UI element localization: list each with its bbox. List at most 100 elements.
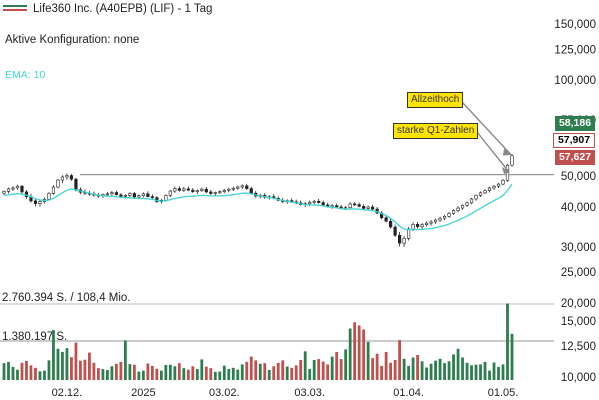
- volume-bar: [470, 365, 473, 380]
- candle-body: [438, 217, 442, 221]
- candle-body: [330, 205, 334, 207]
- volume-bar: [339, 359, 343, 380]
- candle-body: [56, 179, 60, 188]
- candle-body: [114, 192, 118, 196]
- volume-bar: [497, 366, 500, 380]
- volume-bar: [137, 371, 141, 380]
- volume-bar: [119, 361, 123, 380]
- candle-body: [236, 186, 240, 189]
- candle-body: [483, 190, 487, 194]
- candle-body: [11, 187, 15, 190]
- annotation-arrow-q1: [476, 131, 510, 173]
- volume-bar: [326, 364, 330, 380]
- volume-bar: [362, 329, 366, 380]
- volume-bar: [231, 367, 235, 380]
- candle-body: [51, 186, 56, 194]
- candle-body: [2, 191, 6, 194]
- volume-bar: [452, 354, 455, 380]
- candle-body: [65, 175, 69, 178]
- volume-bar: [155, 368, 159, 380]
- annotation-arrow-ath: [461, 101, 512, 156]
- volume-bar: [335, 351, 339, 380]
- volume-bar: [16, 369, 19, 380]
- volume-bar: [7, 361, 10, 380]
- volume-axis-label: 10,000: [561, 372, 596, 384]
- candle-body: [132, 193, 136, 198]
- candle-body: [460, 204, 465, 209]
- candle-body: [321, 202, 325, 206]
- volume-bar: [195, 369, 199, 380]
- volume-bar: [191, 366, 195, 380]
- volume-bar: [249, 356, 253, 380]
- candle-body: [487, 187, 492, 191]
- candle-body: [433, 219, 438, 223]
- volume-bar: [177, 363, 181, 380]
- candle-body: [119, 194, 123, 197]
- price-axis-label: 25,000: [561, 267, 596, 279]
- volume-bar: [317, 359, 321, 380]
- volume-bar: [488, 370, 491, 380]
- candle-body: [209, 191, 213, 194]
- volume-bar: [384, 351, 388, 380]
- volume-bar: [510, 333, 514, 380]
- volume-label-top: 2.760.394 S. / 108,4 Mio.: [2, 292, 131, 304]
- volume-bar: [164, 365, 168, 380]
- candle-body: [146, 193, 150, 197]
- volume-bar: [222, 365, 226, 380]
- candle-body: [308, 201, 312, 204]
- price-axis-label: 150,000: [554, 19, 596, 31]
- volume-bar: [299, 360, 303, 380]
- x-axis-label: 03.02.: [209, 387, 240, 399]
- candle-body: [393, 226, 397, 236]
- volume-bar: [105, 370, 109, 380]
- candle-body: [47, 193, 51, 200]
- volume-bar: [11, 366, 15, 380]
- volume-bar: [416, 355, 419, 380]
- volume-bar: [43, 370, 46, 380]
- volume-bar: [209, 368, 213, 380]
- volume-bar: [447, 361, 451, 380]
- candle-body: [123, 195, 127, 197]
- volume-bar: [146, 363, 150, 380]
- volume-bar: [141, 370, 145, 380]
- volume-bar: [357, 325, 361, 380]
- volume-bar: [88, 352, 91, 380]
- volume-bar: [398, 340, 402, 380]
- volume-axis-label: 15,000: [561, 316, 596, 328]
- candle-body: [177, 188, 181, 191]
- candle-body: [218, 191, 222, 193]
- volume-bar: [168, 364, 172, 380]
- volume-bar: [330, 356, 334, 380]
- volume-bar: [123, 340, 127, 380]
- volume-bar: [258, 363, 262, 380]
- candle-body: [69, 175, 74, 180]
- volume-bar: [25, 360, 28, 380]
- candle-body: [407, 228, 411, 239]
- candle-body: [20, 185, 24, 193]
- volume-bar: [276, 362, 280, 380]
- volume-bar: [456, 348, 460, 380]
- volume-bar: [303, 351, 307, 380]
- arrow-head-ath: [503, 148, 512, 156]
- volume-bar: [402, 358, 406, 380]
- candle-body: [204, 188, 208, 193]
- volume-bar: [366, 341, 370, 380]
- candle-body: [465, 202, 469, 206]
- candle-body: [150, 196, 154, 198]
- volume-bar: [236, 369, 240, 380]
- candle-body: [191, 189, 195, 192]
- candle-body: [478, 192, 483, 196]
- volume-bar: [213, 371, 217, 380]
- chart-title: Life360 Inc. (A40EPB) (LIF) - 1 Tag: [33, 3, 212, 15]
- price-tag-high: 58,186: [555, 116, 595, 131]
- volume-bar: [429, 363, 433, 380]
- volume-bar: [420, 361, 424, 380]
- volume-bar: [83, 359, 87, 380]
- volume-bar: [34, 367, 37, 380]
- volume-bar: [110, 366, 114, 380]
- x-axis-label: 03.03.: [294, 387, 325, 399]
- candle-body: [245, 185, 249, 189]
- ema-label: EMA: 10: [5, 69, 45, 81]
